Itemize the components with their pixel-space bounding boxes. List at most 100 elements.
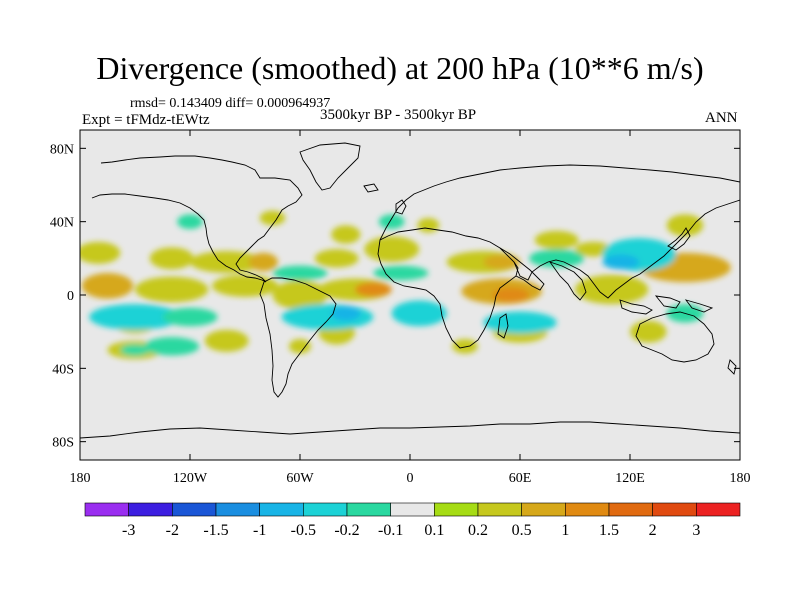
coastline-japan [667, 227, 691, 251]
coastline-north-america [91, 155, 303, 283]
coastline-south-america [259, 277, 337, 398]
colorbar-label: 0.2 [468, 522, 488, 539]
field-anomaly [378, 214, 405, 230]
field-anomaly [162, 307, 218, 327]
lat-tick-label: 80S [52, 436, 74, 451]
field-anomaly [373, 265, 429, 281]
colorbar-label: 2 [649, 522, 657, 539]
colorbar-label: 1 [561, 522, 569, 539]
colorbar: -3 -2 -1.5 -1 -0.5 -0.2 -0.1 0.1 0.2 0.5 1 1.5 2 3 [84, 502, 741, 539]
coastline-antarctica [80, 421, 740, 439]
field-anomaly [492, 287, 530, 303]
field-anomaly [529, 249, 585, 268]
coastline-greenland [299, 142, 361, 191]
colorbar-swatch [608, 502, 653, 517]
lon-tick-label: 180 [70, 471, 91, 486]
colorbar-swatch [215, 502, 260, 517]
coastline-madagascar [497, 313, 509, 339]
colorbar-swatch [259, 502, 304, 517]
colorbar-swatch [696, 502, 741, 517]
field-anomaly [80, 241, 121, 264]
season-label: ANN [705, 110, 738, 126]
colorbar-swatch [434, 502, 479, 517]
colorbar-swatch [565, 502, 610, 517]
coastline-iceland [363, 183, 379, 193]
coastline-uk [395, 199, 407, 215]
lat-tick-label: 80N [50, 142, 74, 157]
field-anomaly [149, 247, 194, 270]
field-anomaly [120, 344, 150, 356]
lon-tick-label: 120W [173, 471, 208, 486]
lat-tick-label: 0 [67, 289, 74, 304]
coastline-new-zealand [727, 359, 737, 375]
coastline-australia [635, 311, 715, 363]
plot-title: Divergence (smoothed) at 200 hPa (10**6 … [96, 50, 704, 86]
colorbar-label: -1.5 [203, 522, 228, 539]
coastlines [80, 142, 740, 439]
colorbar-swatch [303, 502, 348, 517]
field-anomaly [575, 274, 649, 305]
field-anomaly [89, 304, 181, 330]
colorbar-swatch [652, 502, 697, 517]
colorbar-label: -3 [122, 522, 135, 539]
lon-tick-label: 0 [407, 471, 414, 486]
colorbar-label: -0.1 [378, 522, 403, 539]
colorbar-label: 0.1 [424, 522, 444, 539]
colorbar-label: 3 [692, 522, 700, 539]
lon-tick-label: 60E [509, 471, 532, 486]
colorbar-swatch [84, 502, 129, 517]
period-label: 3500kyr BP - 3500kyr BP [320, 107, 477, 123]
field-anomaly [135, 276, 209, 303]
coastline-eurasia-north [379, 164, 740, 241]
colorbar-label: 0.5 [512, 522, 532, 539]
stats-label: rmsd= 0.143409 diff= 0.000964937 [130, 96, 331, 111]
field-anomaly [212, 274, 278, 297]
field-anomaly [483, 311, 557, 334]
lon-tick-label: 180 [730, 471, 751, 486]
field-anomaly [190, 251, 264, 273]
lon-tick-label: 120E [615, 471, 645, 486]
latitude-axis: 80N 40N 0 40S 80S [50, 142, 740, 451]
field-anomaly [534, 230, 579, 250]
lat-tick-label: 40S [52, 362, 74, 377]
experiment-label: Expt = tFMdz-tEWtz [82, 112, 210, 128]
field-anomaly [417, 218, 440, 233]
field-anomaly [177, 214, 203, 230]
divergence-field [80, 210, 731, 360]
colorbar-label: -1 [253, 522, 266, 539]
field-anomaly [575, 241, 612, 257]
field-anomaly [314, 249, 359, 268]
field-anomaly [289, 339, 311, 354]
coastline-asia-east [513, 199, 740, 299]
field-anomaly [355, 282, 392, 297]
coastline-india [548, 261, 587, 301]
colorbar-label: 1.5 [599, 522, 619, 539]
field-anomaly [248, 252, 278, 272]
colorbar-swatch [172, 502, 217, 517]
field-anomaly [144, 337, 200, 356]
lat-tick-label: 40N [50, 216, 74, 231]
field-anomaly [331, 306, 361, 321]
coastline-arabia [499, 247, 545, 291]
field-anomaly [602, 254, 640, 270]
field-anomaly [364, 236, 420, 262]
field-anomaly [281, 304, 374, 330]
colorbar-swatch [477, 502, 522, 517]
field-anomaly [452, 339, 478, 354]
coastline-indonesia [619, 295, 714, 315]
field-anomaly [666, 214, 704, 237]
field-anomaly [272, 265, 328, 281]
field-anomaly [259, 210, 286, 226]
field-anomaly [331, 225, 361, 244]
colorbar-swatch [390, 502, 435, 517]
colorbar-label: -0.5 [291, 522, 316, 539]
colorbar-label: -2 [166, 522, 179, 539]
colorbar-swatch [346, 502, 391, 517]
longitude-axis: 180 120W 60W 0 60E 120E 180 [70, 130, 751, 486]
field-anomaly [391, 300, 447, 327]
lon-tick-label: 60W [286, 471, 314, 486]
colorbar-label: -0.2 [334, 522, 359, 539]
coastline-eurasia-africa [377, 227, 519, 349]
field-anomaly [204, 329, 249, 352]
